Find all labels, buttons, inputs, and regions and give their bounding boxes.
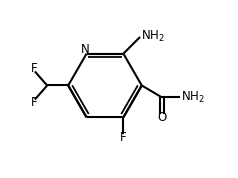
Text: NH$_2$: NH$_2$: [141, 28, 165, 44]
Text: NH$_2$: NH$_2$: [181, 90, 205, 105]
Text: F: F: [120, 131, 127, 144]
Text: O: O: [157, 111, 167, 124]
Text: F: F: [31, 62, 38, 75]
Text: N: N: [81, 43, 90, 56]
Text: F: F: [31, 96, 38, 109]
